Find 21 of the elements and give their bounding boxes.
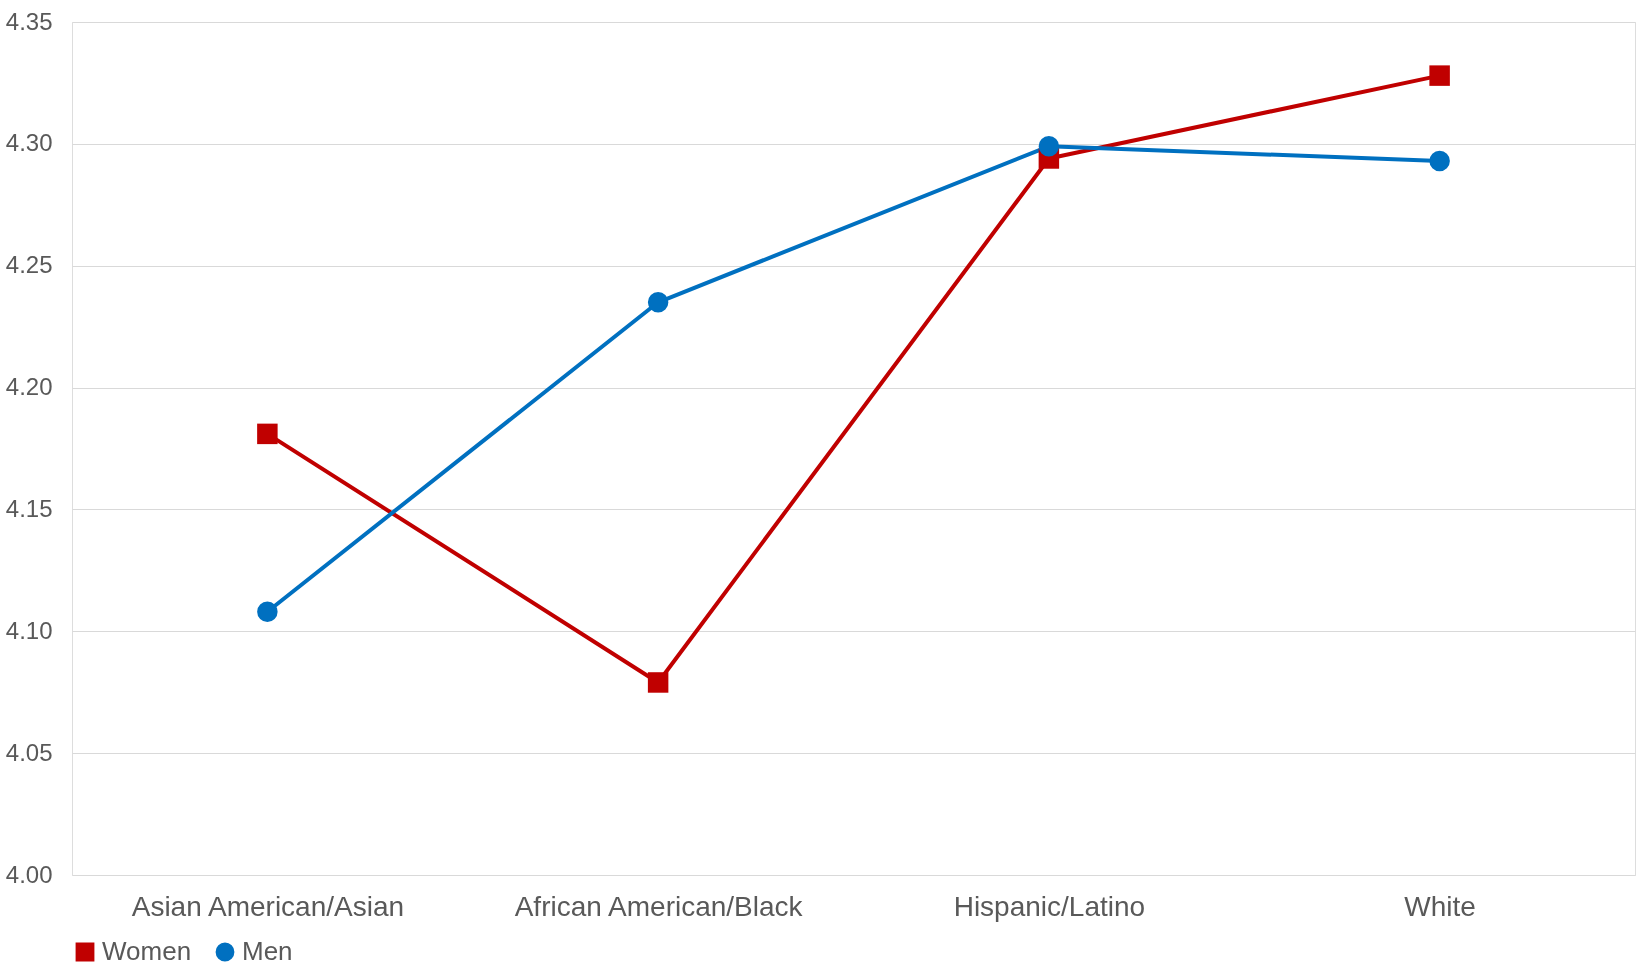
y-tick-label: 4.15 bbox=[5, 494, 53, 522]
x-tick-label: African American/Black bbox=[514, 890, 804, 922]
legend-label: Women bbox=[102, 936, 192, 966]
y-tick-label: 4.25 bbox=[5, 251, 53, 279]
point bbox=[647, 672, 669, 693]
y-tick-label: 4.00 bbox=[5, 860, 53, 888]
y-tick-label: 4.05 bbox=[5, 738, 53, 766]
y-tick-label: 4.35 bbox=[5, 7, 53, 35]
point bbox=[257, 601, 278, 623]
y-tick-label: 4.10 bbox=[5, 616, 53, 644]
point bbox=[1429, 65, 1450, 86]
point bbox=[647, 292, 669, 313]
y-tick-label: 4.30 bbox=[5, 129, 53, 157]
x-tick-label: Hispanic/Latino bbox=[953, 890, 1146, 922]
y-tick-label: 4.20 bbox=[5, 373, 53, 401]
x-tick-label: White bbox=[1404, 890, 1476, 922]
legend-label: Men bbox=[242, 936, 293, 966]
point bbox=[257, 423, 278, 445]
point bbox=[1038, 136, 1060, 157]
x-tick-label: Asian American/Asian bbox=[131, 890, 405, 922]
point bbox=[1429, 150, 1450, 172]
